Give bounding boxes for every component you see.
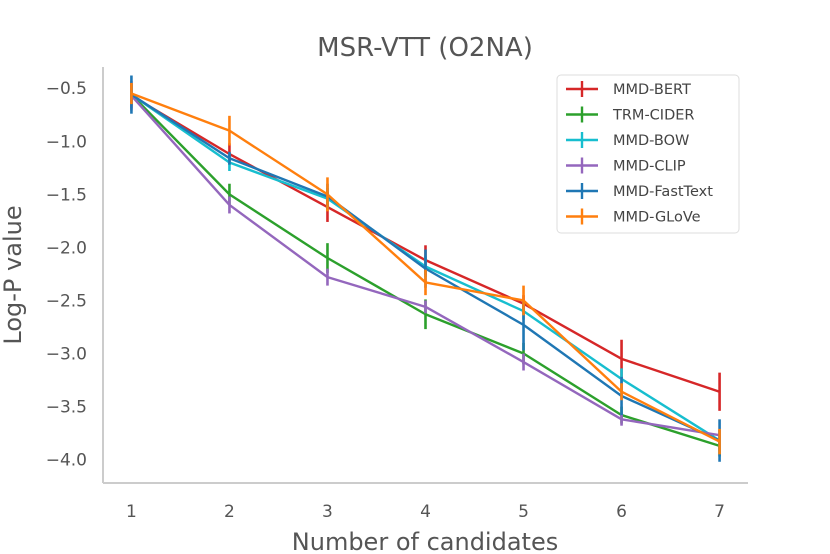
x-tick-label: 5 xyxy=(518,502,529,522)
y-tick-label: −0.5 xyxy=(46,79,87,99)
y-tick-label: −1.0 xyxy=(46,132,87,152)
legend-label: MMD-FastText xyxy=(613,184,713,200)
legend: MMD-BERT TRM-CIDER MMD-BOW MMD-CLIP MMD-Fast… xyxy=(556,74,740,234)
x-tick-label: 3 xyxy=(322,502,333,522)
legend-entry: MMD-GLoVe xyxy=(566,208,701,226)
y-tick-label: −2.0 xyxy=(46,238,87,258)
series-mmd-glove xyxy=(130,82,721,455)
chart-title: MSR-VTT (O2NA) xyxy=(317,33,533,63)
legend-entry: MMD-BERT xyxy=(566,81,691,98)
legend-label: TRM-CIDER xyxy=(612,108,694,124)
y-tick-label: −3.0 xyxy=(46,345,87,365)
y-tick-label: −3.5 xyxy=(46,398,87,418)
x-tick-label: 7 xyxy=(714,502,725,522)
y-tick-label: −2.5 xyxy=(46,291,87,311)
legend-label: MMD-CLIP xyxy=(613,159,686,175)
legend-entry: MMD-FastText xyxy=(566,183,713,200)
legend-entry: MMD-CLIP xyxy=(566,157,686,175)
legend-entry: MMD-BOW xyxy=(566,132,689,149)
x-tick-label: 1 xyxy=(126,502,137,522)
x-axis-title: Number of candidates xyxy=(292,528,558,554)
legend-entry: TRM-CIDER xyxy=(566,106,694,124)
legend-label: MMD-BOW xyxy=(613,133,689,149)
legend-label: MMD-GLoVe xyxy=(613,210,701,226)
plot-area xyxy=(130,75,721,462)
y-tick-label: −1.5 xyxy=(46,185,87,205)
legend-label: MMD-BERT xyxy=(613,82,691,98)
x-tick-label: 4 xyxy=(420,502,431,522)
x-tick-label: 2 xyxy=(224,502,235,522)
y-tick-label: −4.0 xyxy=(46,451,87,471)
x-tick-label: 6 xyxy=(616,502,627,522)
legend-box xyxy=(556,74,740,234)
y-axis-title: Log-P value xyxy=(0,205,27,344)
axes: −0.5 −1.0 −1.5 −2.0 −2.5 −3.0 −3.5 −4.0 1 2 3 4 5 6 7 xyxy=(46,67,748,522)
